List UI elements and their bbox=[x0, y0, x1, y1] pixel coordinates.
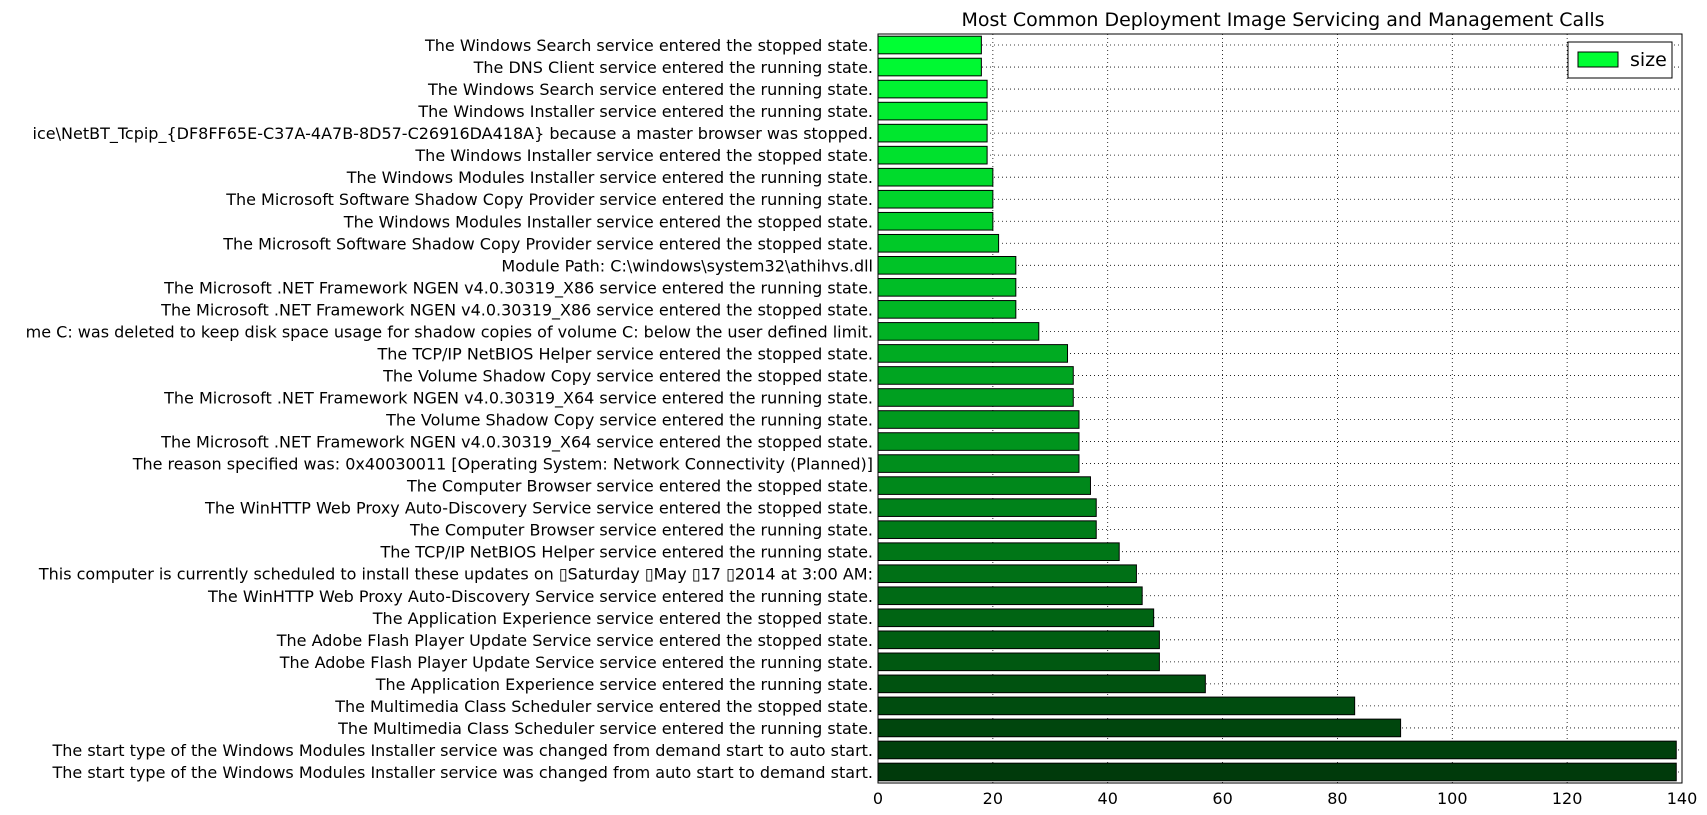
bar bbox=[877, 57, 982, 77]
bar bbox=[877, 233, 1000, 253]
bar bbox=[877, 586, 1143, 606]
y-tick-label: The Adobe Flash Player Update Service se… bbox=[279, 653, 873, 672]
bar bbox=[877, 564, 1137, 584]
bar bbox=[877, 278, 1017, 297]
bar bbox=[877, 630, 1160, 650]
bar bbox=[877, 696, 1356, 716]
bars bbox=[877, 35, 1677, 782]
bar bbox=[877, 542, 1120, 562]
y-tick-label: The Volume Shadow Copy service entered t… bbox=[385, 411, 873, 430]
bar bbox=[877, 454, 1080, 473]
y-tick-label: The Volume Shadow Copy service entered t… bbox=[382, 366, 873, 385]
bar bbox=[877, 432, 1080, 451]
legend-swatch bbox=[1577, 51, 1619, 68]
bar bbox=[877, 674, 1206, 694]
bar bbox=[877, 211, 994, 231]
y-tick-label: The Windows Modules Installer service en… bbox=[346, 168, 873, 187]
y-tick-label: The Microsoft .NET Framework NGEN v4.0.3… bbox=[163, 278, 873, 298]
y-tick-label: The Adobe Flash Player Update Service se… bbox=[276, 631, 873, 650]
legend: size bbox=[1567, 41, 1673, 79]
y-tick-label: The Windows Installer service entered th… bbox=[414, 146, 873, 165]
x-tick-label: 100 bbox=[1437, 789, 1468, 808]
x-tick-label: 0 bbox=[873, 789, 883, 808]
y-tick-label: The Windows Installer service entered th… bbox=[417, 102, 873, 121]
x-tick-label: 80 bbox=[1327, 789, 1347, 808]
bar bbox=[877, 300, 1017, 319]
y-tick-label: The reason specified was: 0x40030011 [Op… bbox=[132, 455, 873, 474]
bar bbox=[877, 718, 1402, 738]
y-tick-labels: The Windows Search service entered the s… bbox=[26, 36, 873, 782]
bar bbox=[877, 498, 1097, 517]
y-tick-label: The Microsoft .NET Framework NGEN v4.0.3… bbox=[163, 388, 873, 408]
y-tick-label: The Computer Browser service entered the… bbox=[406, 477, 873, 496]
bar bbox=[877, 189, 994, 209]
y-tick-label: The TCP/IP NetBIOS Helper service entere… bbox=[379, 543, 873, 562]
x-tick-label: 20 bbox=[983, 789, 1003, 808]
x-tick-label: 60 bbox=[1212, 789, 1232, 808]
y-tick-label: The Microsoft Software Shadow Copy Provi… bbox=[222, 234, 873, 253]
bar bbox=[877, 388, 1074, 407]
plot-frame bbox=[877, 33, 1683, 784]
y-tick-label: me C: was deleted to keep disk space usa… bbox=[26, 322, 873, 341]
bar bbox=[877, 520, 1097, 539]
bar bbox=[877, 762, 1677, 782]
bar bbox=[877, 476, 1091, 495]
bar bbox=[877, 167, 994, 187]
bar bbox=[877, 366, 1074, 385]
y-tick-label: The Windows Search service entered the r… bbox=[427, 80, 873, 99]
y-tick-label: ice\NetBT_Tcpip_{DF8FF65E-C37A-4A7B-8D57… bbox=[33, 124, 873, 144]
y-tick-label: The Windows Search service entered the s… bbox=[424, 36, 873, 55]
y-tick-label: The DNS Client service entered the runni… bbox=[473, 58, 873, 77]
bar bbox=[877, 79, 988, 99]
bar bbox=[877, 123, 988, 143]
y-tick-label: The Microsoft Software Shadow Copy Provi… bbox=[225, 190, 873, 209]
y-tick-label: This computer is currently scheduled to … bbox=[38, 565, 873, 584]
y-tick-label: The start type of the Windows Modules In… bbox=[51, 741, 873, 760]
y-tick-label: The WinHTTP Web Proxy Auto-Discovery Ser… bbox=[207, 587, 873, 606]
y-tick-label: The Multimedia Class Scheduler service e… bbox=[337, 719, 873, 738]
bar bbox=[877, 101, 988, 121]
y-tick-label: The start type of the Windows Modules In… bbox=[51, 763, 873, 782]
y-tick-label: The TCP/IP NetBIOS Helper service entere… bbox=[376, 344, 873, 363]
y-tick-label: The Microsoft .NET Framework NGEN v4.0.3… bbox=[160, 433, 873, 453]
chart-title: Most Common Deployment Image Servicing a… bbox=[961, 9, 1604, 31]
bar bbox=[877, 740, 1677, 760]
bar bbox=[877, 35, 982, 55]
y-tick-label: The Microsoft .NET Framework NGEN v4.0.3… bbox=[160, 300, 873, 320]
bar bbox=[877, 344, 1069, 363]
x-tick-labels: 0 20 40 60 80 100 120 140 bbox=[873, 789, 1697, 808]
y-tick-label: The Computer Browser service entered the… bbox=[409, 521, 873, 540]
y-tick-label: The Application Experience service enter… bbox=[372, 609, 873, 628]
y-tick-label: Module Path: C:\windows\system32\athihvs… bbox=[501, 256, 873, 275]
y-tick-label: The Windows Modules Installer service en… bbox=[343, 212, 873, 231]
bar bbox=[877, 608, 1155, 628]
bar bbox=[877, 652, 1160, 672]
bar bbox=[877, 255, 1017, 275]
legend-label: size bbox=[1630, 49, 1667, 71]
y-tick-label: The WinHTTP Web Proxy Auto-Discovery Ser… bbox=[204, 499, 873, 518]
x-tick-label: 120 bbox=[1552, 789, 1583, 808]
bar bbox=[877, 145, 988, 165]
bar bbox=[877, 322, 1040, 341]
x-tick-label: 40 bbox=[1098, 789, 1118, 808]
bar bbox=[877, 410, 1080, 429]
x-tick-label: 140 bbox=[1667, 789, 1698, 808]
y-tick-label: The Multimedia Class Scheduler service e… bbox=[334, 697, 873, 716]
y-tick-label: The Application Experience service enter… bbox=[375, 675, 873, 694]
